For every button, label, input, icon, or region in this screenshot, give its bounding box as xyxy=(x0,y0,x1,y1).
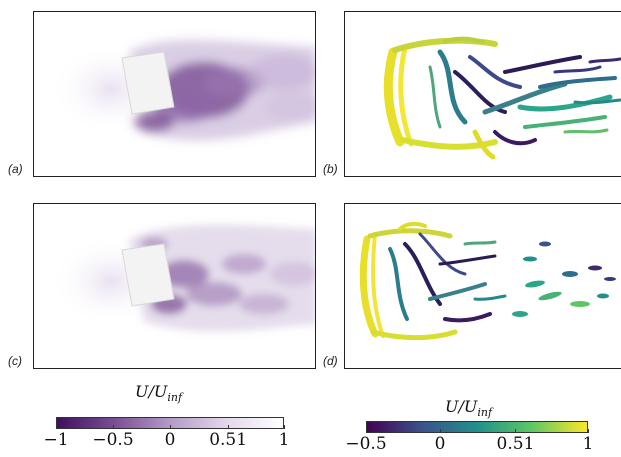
panel-label-d: (d) xyxy=(323,354,338,368)
colorbar_left-tick-mark xyxy=(284,425,285,429)
panel-label-c: (c) xyxy=(8,354,22,368)
colorbar_left-tick-mark xyxy=(170,425,171,429)
colorbar_left-tick-label: −0.5 xyxy=(92,430,134,450)
cube-obstacle-c xyxy=(121,243,175,307)
colorbar-right-title: U/Uinf xyxy=(445,397,493,420)
slice-plot-c xyxy=(39,214,315,354)
panel-d-vortex-structures xyxy=(344,203,621,369)
panel-label-a: (a) xyxy=(8,162,23,176)
colorbar_right-tick-label: −0.5 xyxy=(345,434,387,454)
panel-a-velocity-slice xyxy=(33,11,316,177)
panel-c-velocity-slice xyxy=(33,203,316,369)
slice-plot-a xyxy=(39,22,315,162)
cube-obstacle-a xyxy=(121,51,175,115)
vortex-plot-b xyxy=(383,36,621,160)
vortex-tubes-b xyxy=(383,36,621,160)
panel-label-b: (b) xyxy=(323,162,338,176)
colorbar_right-tick-mark xyxy=(440,429,441,433)
colorbar_left-tick-mark xyxy=(228,425,230,429)
colorbar-right xyxy=(366,421,588,433)
colorbar_left-tick-label: 0 xyxy=(164,430,176,450)
colorbar_left-tick-mark xyxy=(113,425,114,429)
vortex-plot-d xyxy=(359,221,616,341)
colorbar_right-tick-label: 1 xyxy=(582,434,594,454)
colorbar_right-tick-label: 0 xyxy=(434,434,446,454)
colorbar_right-tick-label: 0.51 xyxy=(496,434,535,454)
detached-vortices-d xyxy=(512,241,616,317)
colorbar_right-tick-mark xyxy=(366,429,367,433)
colorbar_right-tick-mark xyxy=(588,429,589,433)
panel-b-vortex-structures xyxy=(344,11,621,177)
colorbar_left-tick-mark xyxy=(56,425,57,429)
colorbar-left-title: U/Uinf xyxy=(135,382,183,405)
vortex-tubes-d xyxy=(359,221,507,341)
wake-region-a xyxy=(129,40,315,141)
colorbar_left-tick-label: −1 xyxy=(43,430,69,450)
colorbar_left-tick-label: 0.51 xyxy=(209,430,248,450)
wake-region-c xyxy=(129,224,315,332)
colorbar_right-tick-mark xyxy=(515,429,517,433)
colorbar_left-tick-label: 1 xyxy=(278,430,290,450)
